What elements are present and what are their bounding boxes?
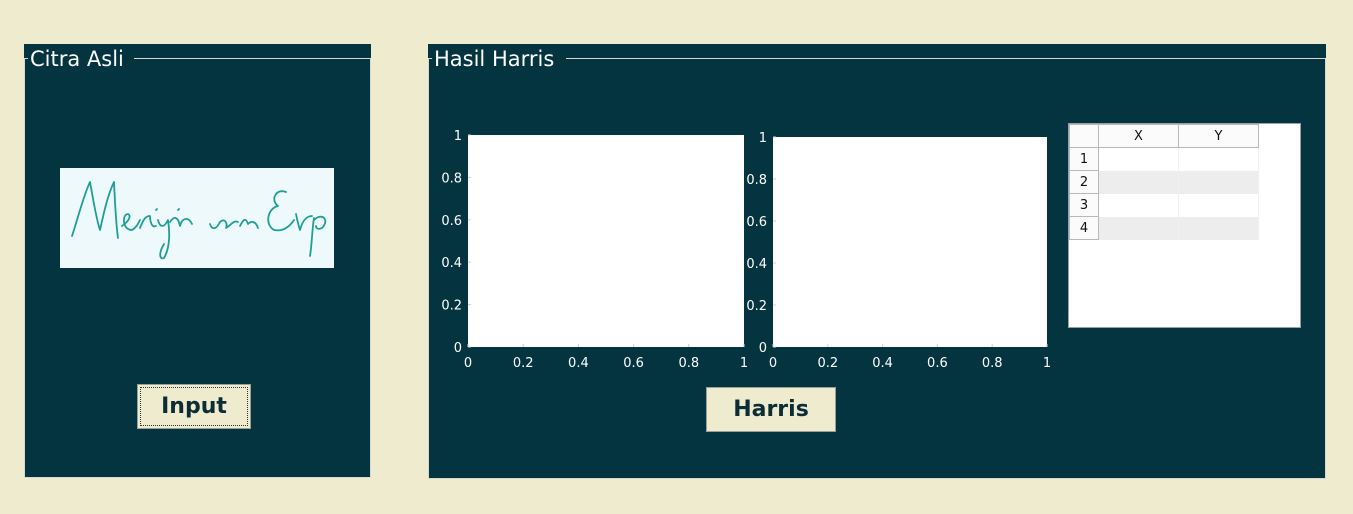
harris-plot-corners: 0 0.2 0.4 0.6 0.8 1 0 0.2 0.4 0.6 0.8 1	[746, 131, 1051, 368]
input-button[interactable]: Input	[137, 384, 251, 429]
table-header-row: X Y	[1069, 124, 1259, 148]
signature-image	[60, 168, 334, 268]
hasil-harris-title: Hasil Harris	[432, 46, 557, 72]
table-cell-y[interactable]	[1178, 216, 1259, 240]
y-tick-label: 0	[759, 341, 767, 356]
y-tick-label: 0.4	[441, 256, 462, 271]
citra-asli-title: Citra Asli	[28, 46, 126, 72]
harris-button[interactable]: Harris	[706, 387, 836, 432]
y-tick-label: 1	[759, 131, 767, 146]
row-header: 1	[1069, 147, 1099, 171]
row-header: 4	[1069, 216, 1099, 240]
table-cell-x[interactable]	[1098, 147, 1179, 171]
table-cell-x[interactable]	[1098, 216, 1179, 240]
x-tick-label: 0.8	[678, 356, 699, 368]
table-row[interactable]: 4	[1069, 216, 1259, 240]
x-tick-label: 0.4	[872, 356, 893, 368]
table-cell-x[interactable]	[1098, 193, 1179, 217]
coordinates-table-grid: X Y 1 2 3	[1069, 124, 1259, 240]
row-header: 3	[1069, 193, 1099, 217]
citra-asli-panel: Citra Asli Input	[24, 44, 371, 478]
x-tick-label: 0.6	[623, 356, 644, 368]
y-tick-label: 0.2	[441, 299, 462, 314]
plot-area	[773, 137, 1047, 347]
harris-plot-original: 0 0.2 0.4 0.6 0.8 1 0 0.2 0.4 0.6 0.8 1	[441, 129, 748, 368]
frame-line	[428, 58, 432, 59]
frame-line	[566, 58, 1326, 59]
y-tick-label: 0.8	[441, 171, 462, 186]
row-header: 2	[1069, 170, 1099, 194]
table-cell-y[interactable]	[1178, 147, 1259, 171]
corner-coordinates-table[interactable]: X Y 1 2 3	[1068, 123, 1301, 328]
x-tick-label: 1	[1043, 356, 1051, 368]
x-tick-label: 0	[464, 356, 472, 368]
frame-line	[24, 58, 28, 59]
x-tick-label: 0.2	[513, 356, 534, 368]
y-tick-label: 0.6	[746, 215, 767, 230]
signature-drawing	[71, 181, 327, 260]
y-tick-label: 0.6	[441, 214, 462, 229]
hasil-harris-panel: Hasil Harris 0 0.2 0.4 0.6 0.8 1 0 0.2 0.4 0.6 0.8…	[428, 44, 1326, 479]
panel-frame	[428, 58, 1326, 479]
y-tick-label: 0.2	[746, 299, 767, 314]
panel-frame	[24, 58, 371, 478]
x-tick-label: 0.2	[817, 356, 838, 368]
table-row[interactable]: 3	[1069, 193, 1259, 217]
y-tick-label: 0.4	[746, 257, 767, 272]
x-tick-label: 0	[769, 356, 777, 368]
table-cell-y[interactable]	[1178, 193, 1259, 217]
x-tick-label: 0.4	[568, 356, 589, 368]
x-tick-label: 0.6	[927, 356, 948, 368]
table-cell-x[interactable]	[1098, 170, 1179, 194]
x-tick-label: 1	[740, 356, 748, 368]
y-tick-label: 0.8	[746, 173, 767, 188]
column-header-y[interactable]: Y	[1178, 124, 1259, 148]
table-row[interactable]: 2	[1069, 170, 1259, 194]
y-tick-label: 1	[454, 129, 462, 144]
table-row[interactable]: 1	[1069, 147, 1259, 171]
frame-line	[134, 58, 371, 59]
table-corner-header	[1069, 124, 1099, 148]
x-tick-label: 0.8	[982, 356, 1003, 368]
table-cell-y[interactable]	[1178, 170, 1259, 194]
plot-area	[468, 135, 744, 347]
column-header-x[interactable]: X	[1098, 124, 1179, 148]
y-tick-label: 0	[454, 341, 462, 356]
